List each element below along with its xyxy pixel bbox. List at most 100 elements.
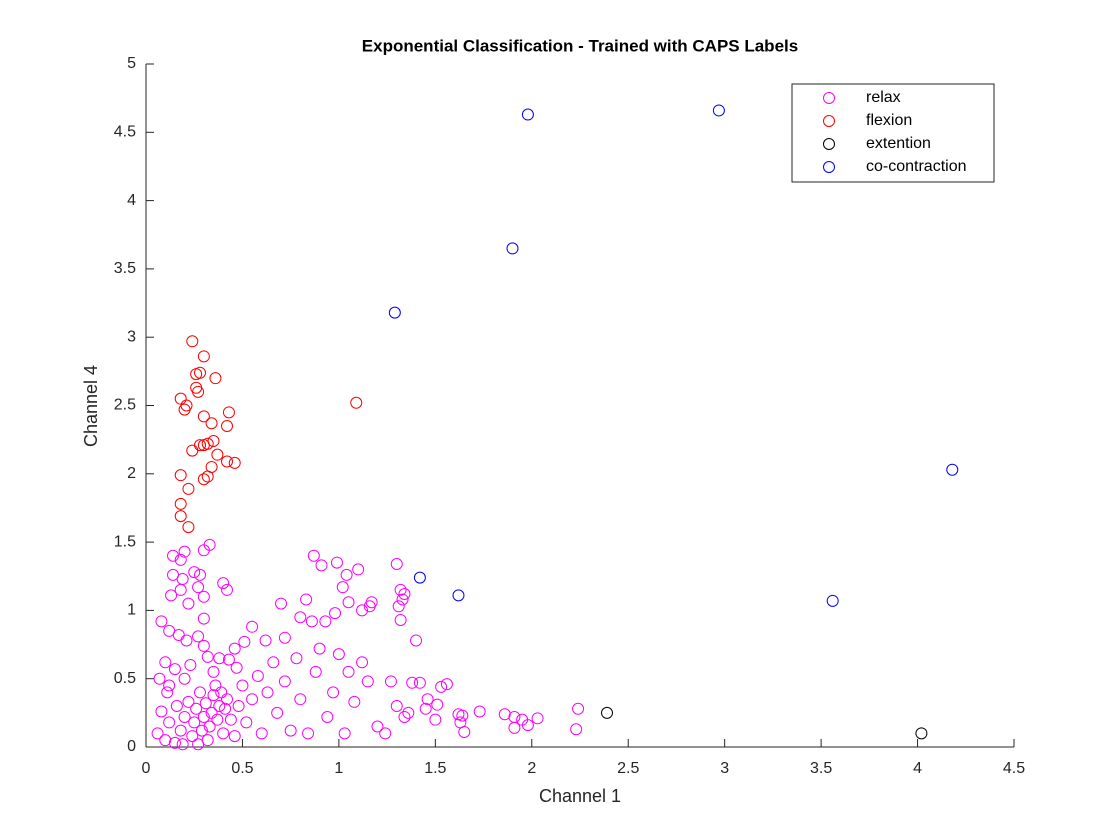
point xyxy=(178,672,191,685)
point xyxy=(340,568,353,581)
point xyxy=(151,727,164,740)
point xyxy=(155,615,168,628)
point xyxy=(159,734,172,747)
point xyxy=(313,642,326,655)
point xyxy=(209,372,222,385)
point xyxy=(531,712,544,725)
legend-marker xyxy=(823,92,835,104)
point xyxy=(361,675,374,688)
point xyxy=(219,702,232,715)
point xyxy=(174,583,187,596)
point xyxy=(194,568,207,581)
point xyxy=(350,396,363,409)
point xyxy=(294,693,307,706)
point xyxy=(192,738,205,751)
point xyxy=(199,697,212,710)
point xyxy=(319,615,332,628)
point xyxy=(159,656,172,669)
point xyxy=(174,553,187,566)
point xyxy=(290,652,303,665)
point xyxy=(294,611,307,624)
legend-marker xyxy=(823,161,835,173)
x-tick-label: 4.5 xyxy=(1003,760,1025,777)
point xyxy=(163,679,176,692)
point xyxy=(188,716,201,729)
point xyxy=(186,730,199,743)
point xyxy=(356,656,369,669)
point xyxy=(197,710,210,723)
point xyxy=(207,665,220,678)
point xyxy=(228,730,241,743)
point xyxy=(182,695,195,708)
point xyxy=(174,510,187,523)
point xyxy=(327,686,340,699)
point xyxy=(440,678,453,691)
y-tick-label: 2 xyxy=(127,465,136,482)
point xyxy=(188,566,201,579)
point xyxy=(406,676,419,689)
point xyxy=(394,613,407,626)
point xyxy=(452,589,465,602)
point xyxy=(221,583,234,596)
point xyxy=(192,385,205,398)
point xyxy=(508,721,521,734)
y-tick-label: 1.5 xyxy=(114,533,136,550)
point xyxy=(195,724,208,737)
x-tick-label: 2 xyxy=(527,760,536,777)
point xyxy=(402,706,415,719)
point xyxy=(352,563,365,576)
point xyxy=(194,686,207,699)
point xyxy=(246,693,259,706)
point xyxy=(192,581,205,594)
point xyxy=(390,700,403,713)
point xyxy=(946,463,959,476)
point xyxy=(186,335,199,348)
point xyxy=(398,710,411,723)
point xyxy=(348,695,361,708)
point xyxy=(213,700,226,713)
point xyxy=(165,589,178,602)
point xyxy=(222,653,235,666)
point xyxy=(221,693,234,706)
point xyxy=(197,473,210,486)
point xyxy=(388,306,401,319)
x-tick-label: 0.5 xyxy=(231,760,253,777)
point xyxy=(394,583,407,596)
point xyxy=(251,669,264,682)
point xyxy=(498,708,511,721)
point xyxy=(203,720,216,733)
point xyxy=(365,596,378,609)
point xyxy=(452,708,465,721)
point xyxy=(419,702,432,715)
point xyxy=(384,675,397,688)
point xyxy=(315,559,328,572)
point xyxy=(155,705,168,718)
point xyxy=(473,705,486,718)
point xyxy=(194,366,207,379)
legend-label: relax xyxy=(866,89,901,106)
point xyxy=(178,403,191,416)
point xyxy=(197,612,210,625)
point xyxy=(259,634,272,647)
point xyxy=(197,639,210,652)
point xyxy=(915,727,928,740)
y-axis-label: Channel 4 xyxy=(81,365,101,447)
x-axis-label: Channel 1 xyxy=(539,786,621,806)
y-tick-label: 0 xyxy=(127,738,136,755)
y-tick-label: 0.5 xyxy=(114,670,136,687)
point xyxy=(267,656,280,669)
point xyxy=(278,675,291,688)
point xyxy=(379,727,392,740)
point xyxy=(421,693,434,706)
point xyxy=(338,727,351,740)
point xyxy=(211,713,224,726)
point xyxy=(201,650,214,663)
x-tick-label: 3 xyxy=(720,760,729,777)
x-tick-label: 2.5 xyxy=(617,760,639,777)
point xyxy=(197,410,210,423)
point xyxy=(176,738,189,751)
point xyxy=(211,448,224,461)
x-tick-label: 0 xyxy=(142,760,151,777)
point xyxy=(521,108,534,121)
point xyxy=(190,702,203,715)
